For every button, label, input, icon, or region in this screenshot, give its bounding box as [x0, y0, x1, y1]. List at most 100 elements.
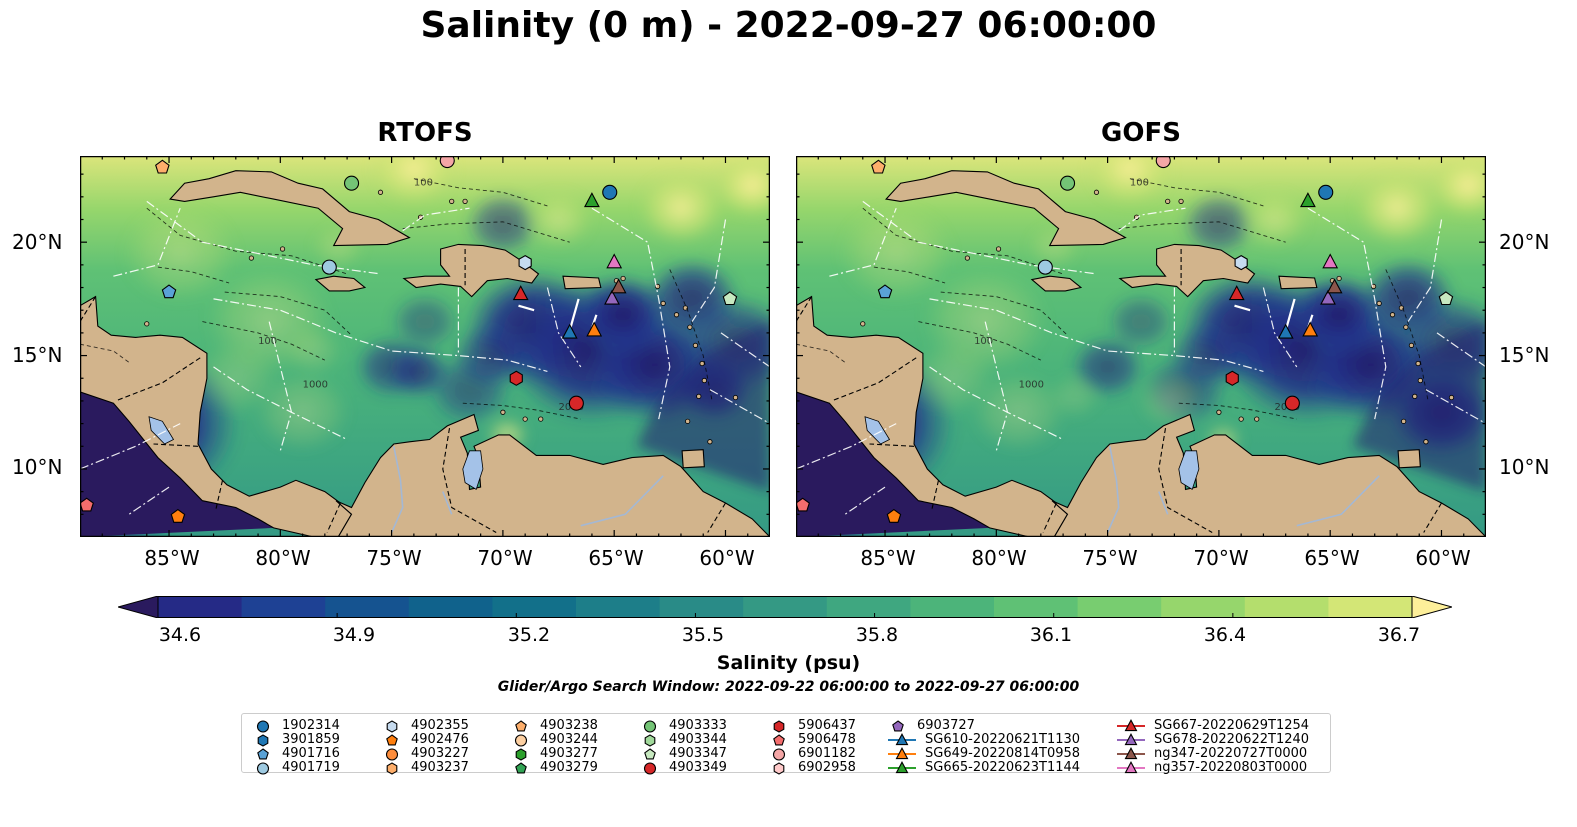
legend-item-6903727: 6903727	[887, 716, 975, 735]
small-island	[673, 312, 680, 318]
salinity-colorbar	[118, 596, 1452, 618]
eez-boundary-line	[113, 207, 181, 277]
fresh-water-eddy	[386, 344, 451, 399]
lon-label-80w-right: 80°W	[971, 546, 1027, 570]
map-content: 10010002000100	[796, 156, 1486, 537]
fresh-water-eddy	[390, 292, 460, 352]
legend-marker-shape	[515, 719, 527, 731]
puertoRico-landmass	[562, 275, 602, 290]
marker-SG649-20220814T0958	[1302, 321, 1319, 337]
legend-marker-circle-icon	[514, 733, 528, 747]
bathymetry-contour-label: 100	[1130, 177, 1149, 188]
lat-label-20n-right: 20°N	[1499, 230, 1550, 254]
legend-label: 4903244	[540, 732, 598, 747]
marker-SG667-20220629T1254	[512, 285, 529, 301]
legend-label: 4903237	[411, 760, 469, 775]
marker-4902355	[1234, 254, 1248, 271]
legend-marker-shape	[1124, 746, 1138, 759]
fresh-water-eddy	[1106, 292, 1176, 352]
bathymetry-contour-line	[1118, 221, 1286, 243]
marker-4903238	[155, 159, 170, 174]
marker-4901719	[1037, 259, 1053, 275]
legend-item-ng357-20220803T0000: ng357-20220803T0000	[1116, 758, 1307, 777]
eez-boundary-line	[929, 298, 1264, 372]
small-island	[1417, 377, 1423, 384]
colorbar-segment	[325, 596, 410, 618]
colorbar-segment	[241, 596, 326, 618]
river	[1296, 475, 1380, 527]
salty-water-eddy	[371, 156, 457, 206]
lakeMaracaibo-lake	[462, 450, 484, 491]
eez-boundary-line	[984, 321, 1009, 451]
legend-marker-hexagon-icon	[644, 733, 656, 747]
colorbar-segment	[1161, 596, 1246, 618]
map-content: 10010002000100	[80, 156, 770, 537]
legend-label: 4903333	[669, 718, 727, 733]
marker-SG667-20220629T1254	[1228, 285, 1245, 301]
legend-label: 6901182	[798, 746, 856, 761]
legend-item-4903344: 4903344	[639, 730, 727, 749]
legend-item-SG649-20220814T0958: SG649-20220814T0958	[887, 744, 1080, 763]
small-island	[1448, 394, 1455, 401]
salty-water-eddy	[1239, 190, 1310, 249]
national-border	[796, 296, 813, 322]
legend-item-4903279: 4903279	[510, 758, 598, 777]
river	[390, 446, 404, 533]
legend-item-SG665-20220623T1144: SG665-20220623T1144	[887, 758, 1080, 777]
colorbar-segment	[826, 596, 911, 618]
small-island	[707, 439, 713, 445]
lon-label-60w-right: 60°W	[1415, 546, 1471, 570]
salty-water-eddy	[121, 203, 239, 304]
legend-marker-shape	[386, 761, 398, 775]
legend-label: 5906478	[798, 732, 856, 747]
legend-item-4903227: 4903227	[381, 744, 469, 763]
legend-item-4901719: 4901719	[252, 758, 340, 777]
legend-item-3901859: 3901859	[252, 730, 340, 749]
map-svg-gofs: 10010002000100	[795, 155, 1487, 538]
lon-label-75w-left: 75°W	[366, 546, 422, 570]
marker-4902476	[886, 508, 902, 523]
national-border	[80, 296, 97, 322]
legend-marker-hexagon-icon	[386, 719, 398, 733]
legend-label: SG610-20220621T1130	[925, 732, 1081, 747]
fresh-water-eddy	[465, 192, 541, 256]
small-island	[696, 393, 702, 399]
legend-marker-shape	[386, 733, 398, 745]
colorbar-segment	[158, 596, 243, 618]
small-island	[279, 246, 286, 252]
observations-legend: 1902314 3901859 4901716 4901719 4902355 49024…	[241, 713, 1331, 775]
legend-marker-pentagon-icon	[257, 747, 269, 759]
legend-item-SG667-20220629T1254: SG667-20220629T1254	[1116, 716, 1309, 735]
legend-marker-circle-icon	[256, 761, 270, 775]
small-island	[701, 377, 707, 384]
small-island	[377, 189, 384, 195]
legend-marker-triangle-icon	[1117, 746, 1145, 759]
marker-4903333	[1059, 175, 1076, 191]
lon-label-85w-left: 85°W	[144, 546, 200, 570]
legend-marker-pentagon-icon	[515, 761, 527, 773]
river	[442, 491, 453, 515]
bathymetry-contour-line	[202, 321, 325, 361]
colorbar-tick-36.7: 36.7	[1377, 624, 1421, 646]
fresh-water-eddy	[451, 321, 532, 390]
colorbar-tick-35.5: 35.5	[681, 624, 725, 646]
eez-boundary-line	[213, 298, 548, 372]
small-island	[1415, 360, 1421, 367]
legend-marker-circle-icon	[643, 719, 657, 733]
legend-label: 4901719	[282, 760, 340, 775]
legend-marker-shape	[1124, 732, 1138, 745]
glider-track	[1234, 304, 1251, 312]
nicaraguaLake-lake	[864, 416, 891, 445]
legend-marker-hexagon-icon	[515, 747, 527, 761]
national-border	[1423, 502, 1442, 533]
river	[1106, 446, 1120, 533]
legend-item-SG678-20220622T1240: SG678-20220622T1240	[1116, 730, 1309, 749]
fresh-water-plume	[1352, 321, 1486, 492]
legend-label: ng357-20220803T0000	[1154, 760, 1308, 775]
eez-boundary-line	[1262, 287, 1298, 368]
legend-item-4902355: 4902355	[381, 716, 469, 735]
legend-marker-hexagon-icon	[257, 733, 269, 747]
small-island	[1403, 324, 1409, 330]
colorbar-segment	[576, 596, 661, 618]
marker-ng347-20220727T0000	[610, 278, 627, 294]
